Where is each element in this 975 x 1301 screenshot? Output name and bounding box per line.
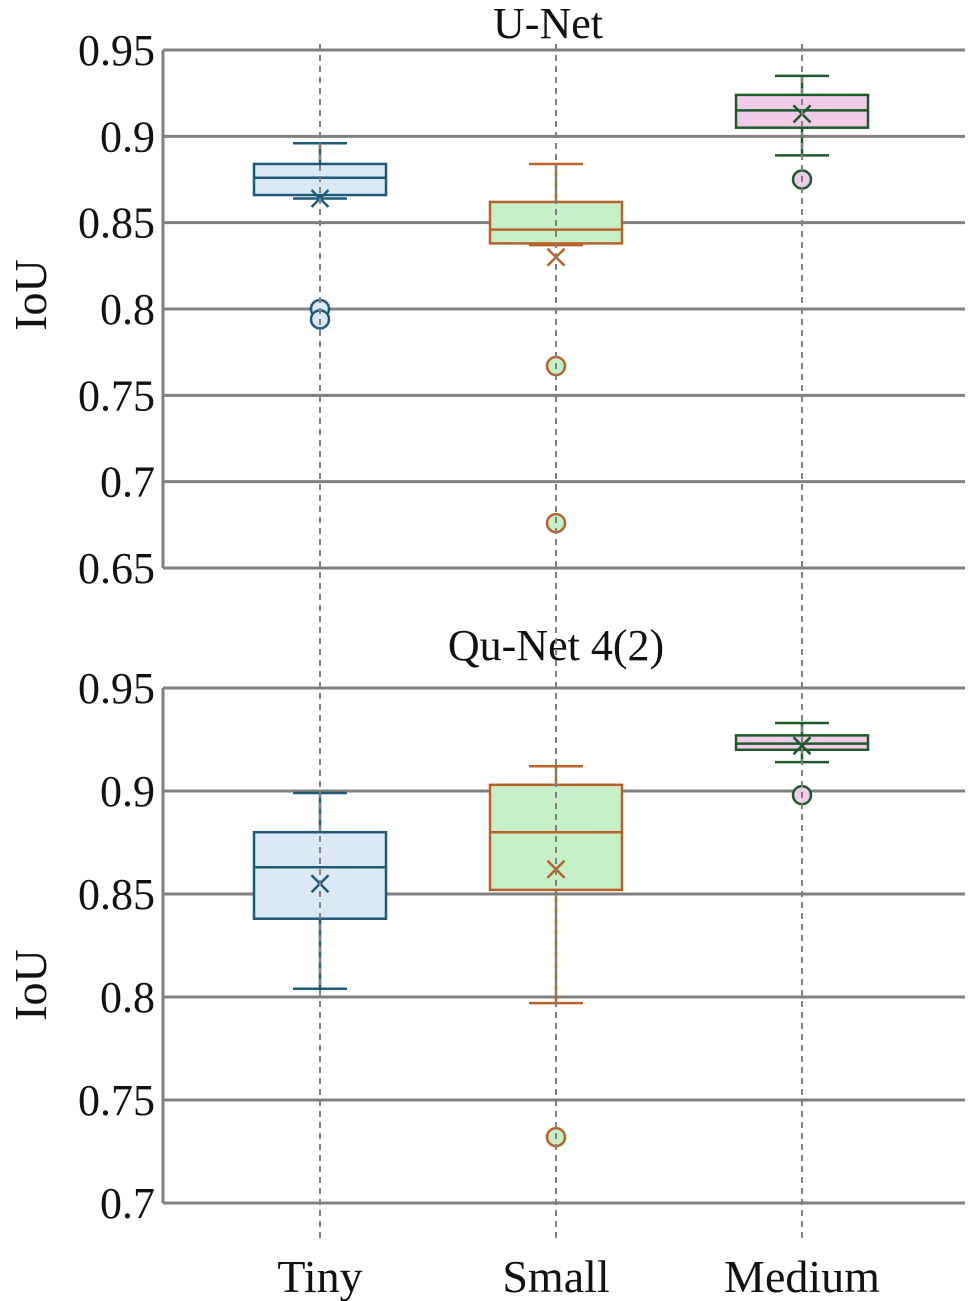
panel-unet: U-Net IoU 0.95 0.9 0.85 0.8 0.75 0.7 0.65 [5, 0, 965, 593]
y-tick-label: 0.7 [100, 1179, 155, 1228]
y-tick-label: 0.95 [78, 26, 155, 75]
y-tick-label: 0.8 [100, 973, 155, 1022]
y-axis-label-unet: IoU [5, 259, 56, 331]
category-label-medium: Medium [724, 1251, 880, 1301]
y-tick-label: 0.85 [78, 199, 155, 248]
y-tick-label: 0.65 [78, 544, 155, 593]
y-tick-label: 0.9 [100, 112, 155, 161]
y-tick-label: 0.7 [100, 458, 155, 507]
category-label-small: Small [502, 1251, 609, 1301]
category-guide-lines [319, 44, 803, 1243]
y-tick-label: 0.95 [78, 664, 155, 713]
mean-marker [792, 736, 812, 756]
panel-title-unet: U-Net [493, 0, 603, 48]
category-label-tiny: Tiny [277, 1251, 362, 1301]
y-tick-label: 0.75 [78, 371, 155, 420]
panel-qunet: Qu-Net 4(2) IoU 0.950.90.850.80.750.7 [5, 621, 965, 1228]
y-axis-label-qunet: IoU [5, 949, 56, 1021]
x-axis-category-labels: Tiny Small Medium [277, 1251, 880, 1301]
y-tick-label: 0.9 [100, 767, 155, 816]
y-tick-label: 0.75 [78, 1076, 155, 1125]
y-tick-label: 0.85 [78, 870, 155, 919]
y-tick-label: 0.8 [100, 285, 155, 334]
